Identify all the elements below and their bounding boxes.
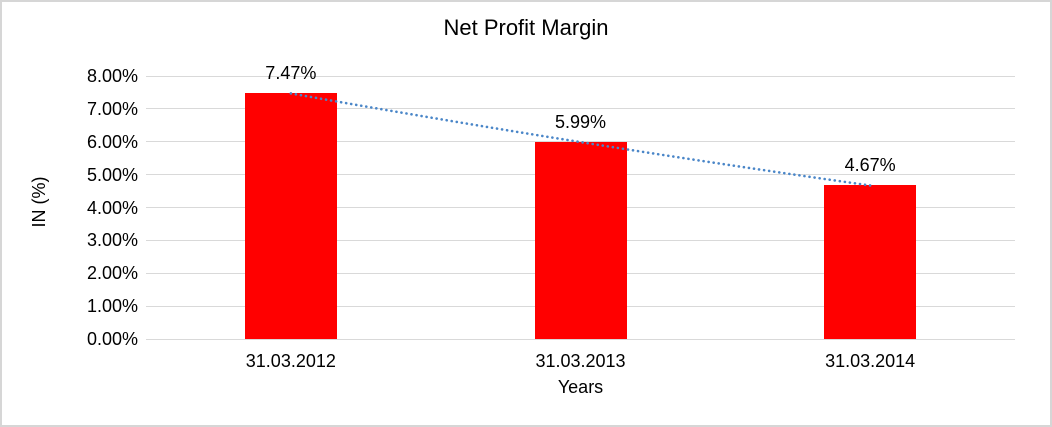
bar: [534, 142, 627, 339]
y-tick-label: 0.00%: [86, 329, 138, 349]
chart-title: Net Profit Margin: [443, 15, 609, 40]
gridline: [146, 75, 1015, 77]
x-axis-title: Years: [557, 377, 604, 397]
x-tick-label: 31.03.2014: [825, 351, 916, 371]
y-tick-label: 1.00%: [86, 296, 138, 317]
gridline: [146, 338, 1015, 340]
y-tick-label: 2.00%: [86, 263, 138, 284]
x-tick-label: 31.03.2013: [535, 351, 626, 371]
y-tick-label: 8.00%: [86, 66, 138, 86]
bar: [824, 185, 917, 339]
y-tick-label: 7.00%: [86, 98, 138, 119]
y-tick-label: 3.00%: [86, 230, 138, 251]
data-label: 4.67%: [844, 155, 896, 176]
y-tick-label: 6.00%: [86, 131, 138, 152]
y-tick-label: 4.00%: [86, 197, 138, 218]
x-tick-label: 31.03.2012: [245, 351, 336, 371]
data-label: 5.99%: [554, 112, 607, 133]
bar: [244, 93, 337, 339]
data-label: 7.47%: [265, 63, 317, 84]
y-tick-label: 5.00%: [86, 164, 138, 185]
